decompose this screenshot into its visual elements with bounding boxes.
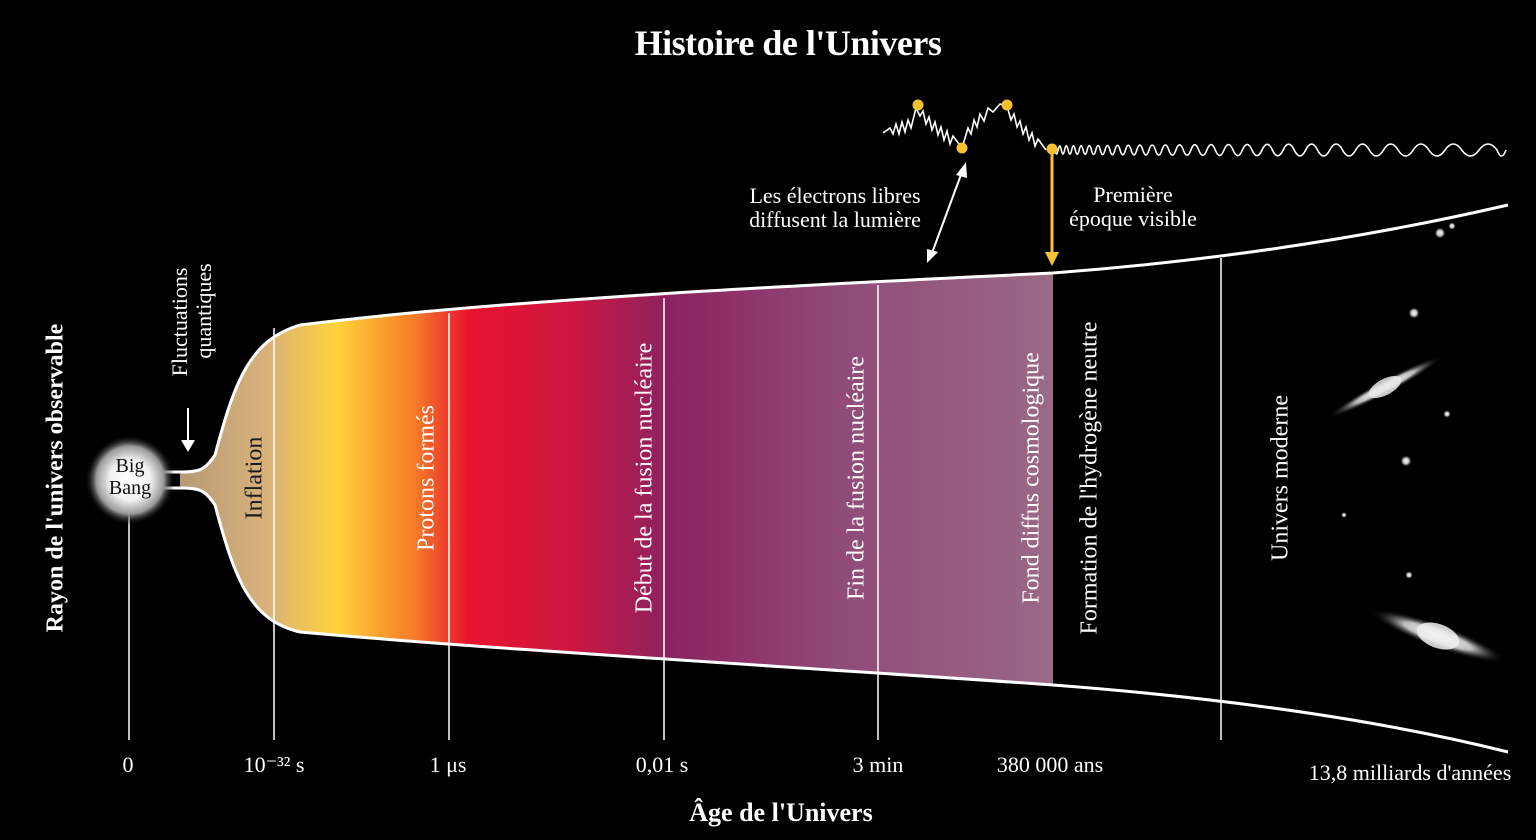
tick-label: 10⁻³² s: [243, 752, 305, 777]
era-label-inflation: Inflation: [241, 436, 268, 520]
era-label-neutral-hydrogen: Formation de l'hydrogène neutre: [1076, 321, 1103, 635]
photon-path-scattering: [882, 103, 1047, 151]
universe-upper-boundary: [150, 203, 1509, 474]
tick-label: 3 min: [852, 752, 904, 777]
tick-label: 380 000 ans: [996, 752, 1104, 777]
star-icon: [1434, 227, 1446, 239]
early-universe-fill: [180, 273, 1053, 685]
star-icon: [1400, 455, 1412, 467]
scatter-arrow-head-up: [956, 162, 967, 178]
universe-lower-boundary: [150, 486, 1509, 754]
tick-label: 0: [122, 752, 134, 777]
page-title: Histoire de l'Univers: [634, 23, 942, 63]
x-axis-label: Âge de l'Univers: [689, 798, 873, 827]
star-icon: [1341, 512, 1347, 518]
era-label-fusion-end: Fin de la fusion nucléaire: [843, 356, 870, 600]
star-icon: [1448, 222, 1456, 230]
tick-label: 13,8 milliards d'années: [1308, 760, 1512, 785]
electron-dot: [956, 142, 968, 154]
galaxy-icon: [1416, 622, 1460, 650]
quantum-fluctuations-label: Fluctuations quantiques: [167, 263, 216, 377]
era-label-modern: Univers moderne: [1267, 395, 1294, 561]
fluctuations-arrow-head: [181, 440, 195, 452]
big-bang-label: Big Bang: [108, 455, 152, 499]
star-icon: [1405, 571, 1413, 579]
era-label-protons: Protons formés: [413, 405, 440, 551]
tick-label: 0,01 s: [635, 752, 689, 777]
photon-path-free: [1051, 143, 1507, 157]
tick-label: 1 μs: [429, 752, 467, 777]
star-icon: [1408, 307, 1420, 319]
y-axis-label: Rayon de l'univers observable: [42, 323, 69, 633]
free-electrons-note: Les électrons libres diffusent la lumièr…: [749, 183, 921, 232]
galaxy-icon: [1368, 375, 1402, 399]
star-icon: [1443, 410, 1451, 418]
era-label-cmb: Fond diffus cosmologique: [1018, 352, 1045, 604]
scatter-double-arrow: [931, 171, 963, 254]
scatter-arrow-head-down: [927, 249, 938, 263]
electron-dot: [1046, 143, 1058, 155]
first-visible-arrow-head: [1045, 252, 1059, 266]
first-visible-note: Première époque visible: [1069, 182, 1197, 231]
electron-dot: [912, 99, 924, 111]
era-label-fusion-start: Début de la fusion nucléaire: [631, 342, 658, 614]
electron-dot: [1001, 99, 1013, 111]
big-bang-glow: [85, 435, 175, 525]
